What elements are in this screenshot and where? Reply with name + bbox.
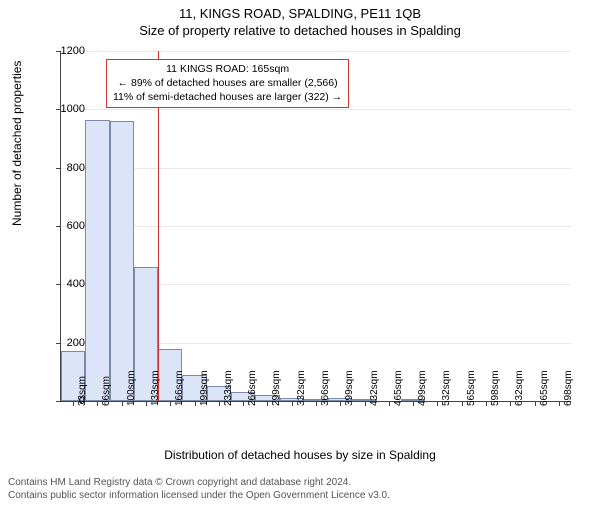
- xtick-mark: [146, 401, 147, 406]
- footer-line1: Contains HM Land Registry data © Crown c…: [8, 476, 390, 489]
- xtick-label: 266sqm: [247, 370, 258, 406]
- annotation-box: 11 KINGS ROAD: 165sqm← 89% of detached h…: [106, 59, 349, 108]
- xtick-mark: [122, 401, 123, 406]
- annotation-line: 11% of semi-detached houses are larger (…: [113, 90, 342, 104]
- xtick-mark: [195, 401, 196, 406]
- xtick-label: 565sqm: [466, 370, 477, 406]
- ytick-label: 1200: [45, 45, 85, 57]
- grid-line: [61, 226, 571, 227]
- xtick-label: 532sqm: [441, 370, 452, 406]
- xtick-mark: [389, 401, 390, 406]
- plot-region: 33sqm66sqm100sqm133sqm166sqm199sqm233sqm…: [60, 51, 571, 402]
- xtick-label: 299sqm: [271, 370, 282, 406]
- footer-line2: Contains public sector information licen…: [8, 489, 390, 502]
- footer-attribution: Contains HM Land Registry data © Crown c…: [8, 476, 390, 502]
- xtick-mark: [292, 401, 293, 406]
- ytick-label: 600: [45, 220, 85, 232]
- xtick-label: 100sqm: [126, 370, 137, 406]
- chart-area: 33sqm66sqm100sqm133sqm166sqm199sqm233sqm…: [60, 51, 570, 401]
- xtick-label: 166sqm: [174, 370, 185, 406]
- xtick-label: 632sqm: [514, 370, 525, 406]
- xtick-mark: [462, 401, 463, 406]
- xtick-label: 332sqm: [296, 370, 307, 406]
- xtick-mark: [486, 401, 487, 406]
- y-axis-label: Number of detached properties: [10, 61, 24, 226]
- xtick-label: 133sqm: [150, 370, 161, 406]
- xtick-label: 233sqm: [223, 370, 234, 406]
- xtick-mark: [219, 401, 220, 406]
- xtick-mark: [437, 401, 438, 406]
- xtick-mark: [267, 401, 268, 406]
- xtick-label: 366sqm: [320, 370, 331, 406]
- ytick-label: 1000: [45, 103, 85, 115]
- xtick-label: 499sqm: [417, 370, 428, 406]
- xtick-label: 399sqm: [344, 370, 355, 406]
- xtick-label: 432sqm: [369, 370, 380, 406]
- xtick-mark: [170, 401, 171, 406]
- xtick-mark: [535, 401, 536, 406]
- annotation-line: ← 89% of detached houses are smaller (2,…: [113, 76, 342, 90]
- xtick-label: 66sqm: [101, 376, 112, 406]
- page-title-line2: Size of property relative to detached ho…: [0, 23, 600, 38]
- xtick-label: 465sqm: [393, 370, 404, 406]
- ytick-label: 400: [45, 278, 85, 290]
- xtick-mark: [243, 401, 244, 406]
- xtick-label: 698sqm: [563, 370, 574, 406]
- xtick-mark: [510, 401, 511, 406]
- xtick-mark: [316, 401, 317, 406]
- histogram-bar: [85, 120, 109, 401]
- grid-line: [61, 51, 571, 52]
- xtick-mark: [559, 401, 560, 406]
- ytick-label: 800: [45, 162, 85, 174]
- xtick-mark: [413, 401, 414, 406]
- annotation-line: 11 KINGS ROAD: 165sqm: [113, 62, 342, 76]
- xtick-label: 665sqm: [539, 370, 550, 406]
- ytick-label: 0: [45, 395, 85, 407]
- ytick-label: 200: [45, 337, 85, 349]
- xtick-mark: [340, 401, 341, 406]
- xtick-label: 598sqm: [490, 370, 501, 406]
- xtick-label: 199sqm: [199, 370, 210, 406]
- page-title-line1: 11, KINGS ROAD, SPALDING, PE11 1QB: [0, 6, 600, 21]
- xtick-mark: [365, 401, 366, 406]
- grid-line: [61, 168, 571, 169]
- grid-line: [61, 109, 571, 110]
- histogram-bar: [110, 121, 134, 401]
- x-axis-label: Distribution of detached houses by size …: [0, 448, 600, 462]
- xtick-mark: [97, 401, 98, 406]
